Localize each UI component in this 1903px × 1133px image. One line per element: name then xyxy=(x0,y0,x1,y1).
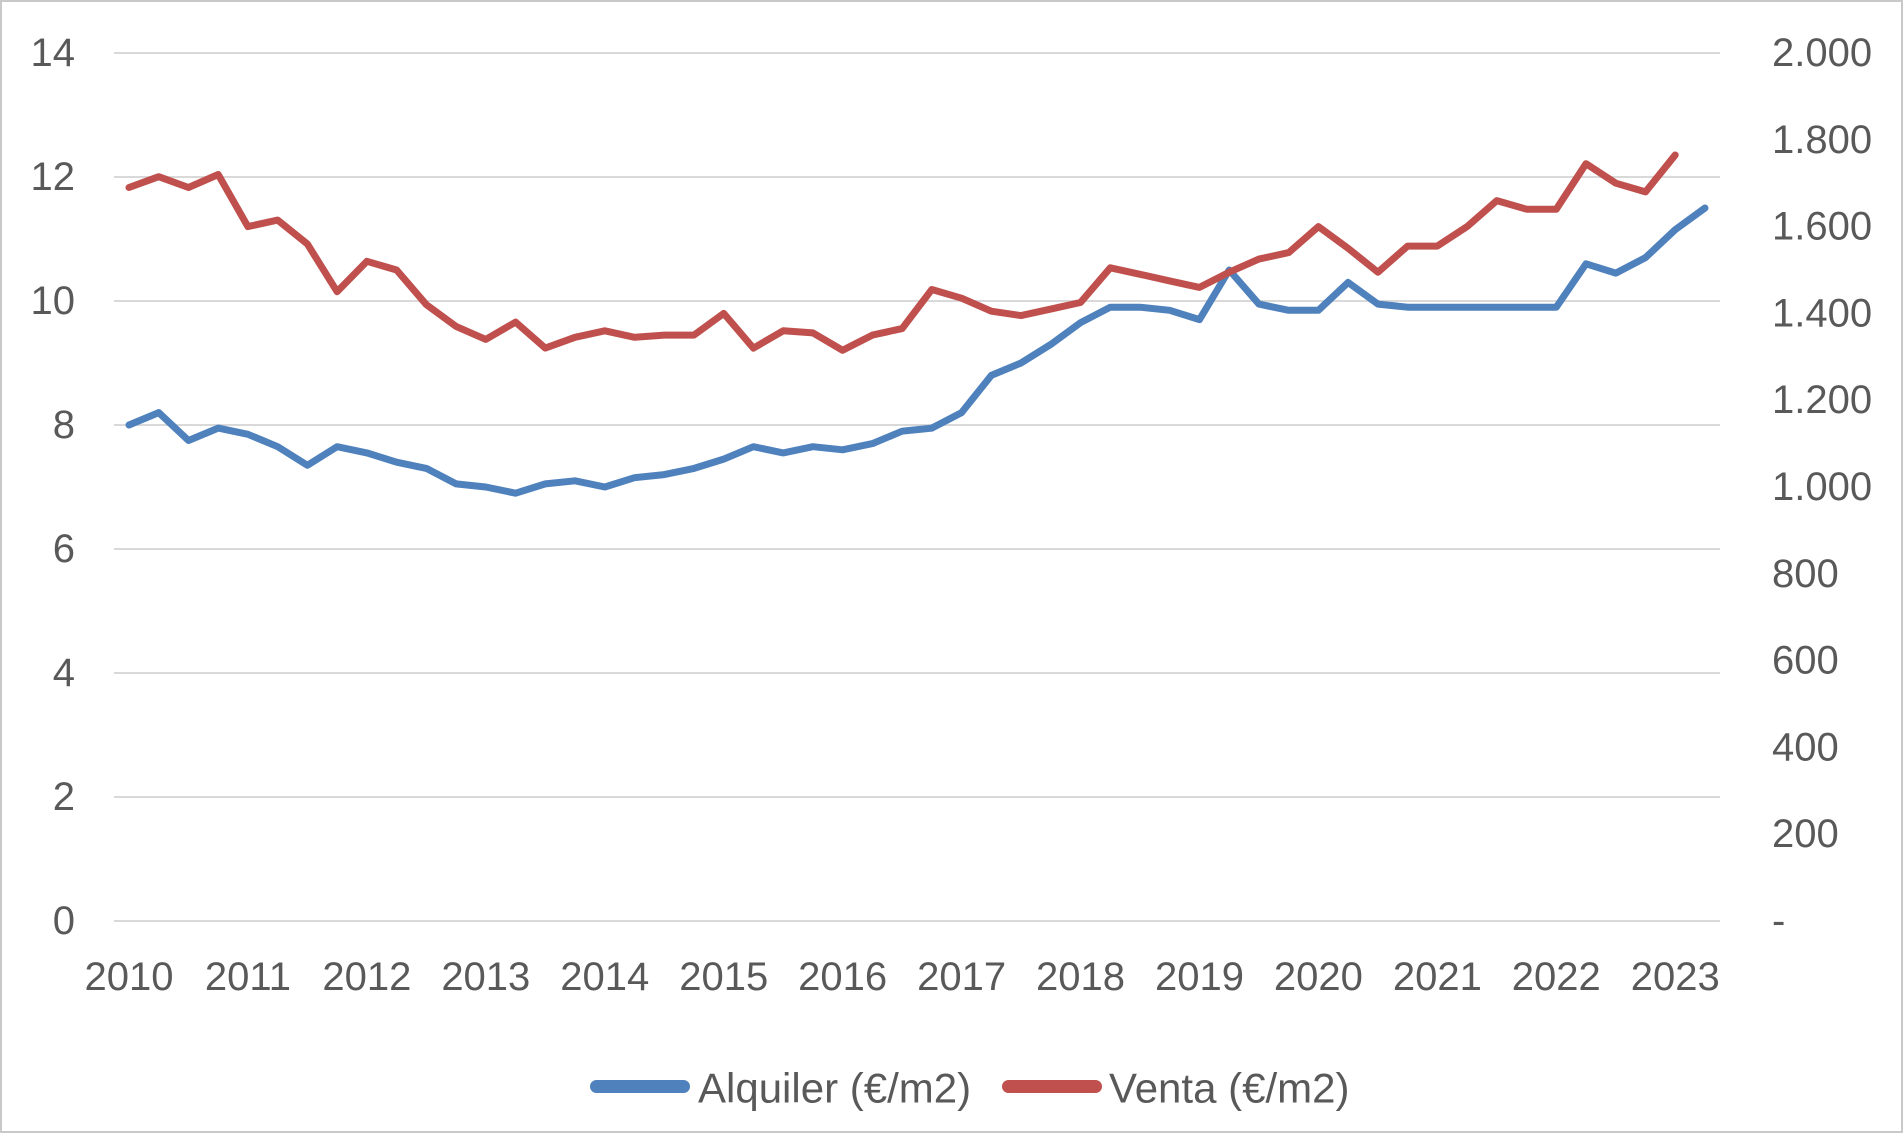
legend-label-venta: Venta (€/m2) xyxy=(1109,1065,1349,1112)
x-axis-year-label: 2019 xyxy=(1155,955,1244,999)
gridlines xyxy=(114,52,1720,922)
legend-swatch-alquiler xyxy=(590,1080,690,1093)
left-axis-tick-label: 8 xyxy=(53,403,75,447)
series-line-alquiler xyxy=(125,204,1709,497)
right-axis-tick-label: 400 xyxy=(1772,725,1839,769)
right-axis-tick-label: 2.000 xyxy=(1772,31,1872,75)
left-axis-tick-label: 12 xyxy=(31,155,76,199)
right-axis-tick-labels: - 200 400 600 800 1.000 1.200 1.400 1.600 1.800 2.… xyxy=(1772,31,1872,943)
right-axis-tick-label: 1.400 xyxy=(1772,291,1872,335)
right-axis-tick-label: 1.000 xyxy=(1772,465,1872,509)
right-axis-tick-label: 1.800 xyxy=(1772,118,1872,162)
right-axis-tick-label: 200 xyxy=(1772,812,1839,856)
x-axis-year-label: 2020 xyxy=(1274,955,1363,999)
x-axis-year-labels: 2010 2011 2012 2013 2014 2015 2016 2017 2018 2019… xyxy=(85,955,1720,999)
x-axis-year-label: 2014 xyxy=(560,955,649,999)
x-axis-year-label: 2023 xyxy=(1631,955,1720,999)
left-axis-tick-label: 4 xyxy=(53,651,75,695)
left-axis-tick-label: 10 xyxy=(31,279,76,323)
left-axis-tick-label: 14 xyxy=(31,31,76,75)
right-axis-tick-label: - xyxy=(1772,899,1785,943)
left-axis-tick-label: 0 xyxy=(53,899,75,943)
right-axis-tick-label: 1.600 xyxy=(1772,205,1872,249)
x-axis-year-label: 2016 xyxy=(798,955,887,999)
left-axis-tick-label: 6 xyxy=(53,527,75,571)
x-axis-year-label: 2021 xyxy=(1393,955,1482,999)
left-axis-tick-labels: 0 2 4 6 8 10 12 14 xyxy=(31,31,76,943)
right-axis-tick-label: 800 xyxy=(1772,552,1839,596)
x-axis-year-label: 2015 xyxy=(679,955,768,999)
series-line-venta xyxy=(125,151,1679,354)
x-axis-year-label: 2013 xyxy=(441,955,530,999)
x-axis-year-label: 2017 xyxy=(917,955,1006,999)
x-axis-year-label: 2018 xyxy=(1036,955,1125,999)
legend-label-alquiler: Alquiler (€/m2) xyxy=(698,1065,971,1112)
right-axis-tick-label: 1.200 xyxy=(1772,378,1872,422)
legend-swatch-venta xyxy=(1002,1080,1102,1093)
series-lines xyxy=(125,151,1709,497)
x-axis-year-label: 2022 xyxy=(1512,955,1601,999)
left-axis-tick-label: 2 xyxy=(53,775,75,819)
x-axis-year-label: 2012 xyxy=(322,955,411,999)
x-axis-year-label: 2010 xyxy=(85,955,174,999)
legend: Alquiler (€/m2) Venta (€/m2) xyxy=(590,1065,1349,1112)
x-axis-year-label: 2011 xyxy=(205,955,291,999)
right-axis-tick-label: 600 xyxy=(1772,639,1839,683)
